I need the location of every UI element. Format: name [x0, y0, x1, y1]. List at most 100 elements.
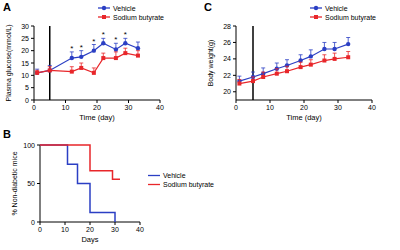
- x-tick: [65, 100, 66, 103]
- panel: 010203040051015202530Time (day)Plasma gl…: [3, 1, 164, 122]
- y-tick: [31, 87, 34, 88]
- y-tick-label: 22: [223, 72, 231, 79]
- marker: [92, 71, 96, 75]
- y-tick-label: 26: [223, 39, 231, 46]
- marker: [333, 57, 337, 61]
- series-line: [239, 44, 348, 81]
- y-tick: [31, 75, 34, 76]
- x-tick-label: 30: [334, 104, 342, 111]
- marker: [114, 56, 118, 60]
- y-tick-label: 24: [223, 55, 231, 62]
- legend-marker: [314, 6, 318, 10]
- legend-swatch: [148, 175, 160, 176]
- plot-area: [35, 26, 140, 100]
- x-tick: [372, 100, 373, 103]
- y-tick: [31, 100, 34, 101]
- plot-area: [237, 26, 350, 100]
- x-tick: [236, 100, 237, 103]
- y-tick-label: 50: [27, 180, 35, 187]
- marker: [123, 41, 127, 45]
- legend-marker: [102, 15, 106, 19]
- x-tick-label: 10: [61, 226, 69, 233]
- marker: [309, 63, 313, 67]
- y-axis-label: % Non-diabetic mice: [11, 151, 18, 215]
- x-axis-label: Days: [81, 235, 98, 244]
- annotation: *: [92, 37, 95, 46]
- x-tick-label: 20: [93, 104, 101, 111]
- marker: [261, 75, 265, 79]
- annotation: *: [102, 30, 105, 39]
- y-tick-label: 28: [223, 23, 231, 30]
- marker: [299, 65, 303, 69]
- y-axis: [236, 26, 237, 100]
- y-tick-label: 5: [25, 84, 29, 91]
- x-tick: [65, 222, 66, 225]
- x-axis-label: Time (day): [286, 113, 322, 122]
- marker: [48, 68, 52, 72]
- y-tick: [37, 183, 40, 184]
- legend: VehicleSodium butyrate: [148, 172, 214, 189]
- panel-label: C: [204, 1, 212, 13]
- y-tick-label: 30: [21, 23, 29, 30]
- marker: [101, 56, 105, 60]
- x-tick-label: 30: [111, 226, 119, 233]
- y-tick-label: 100: [23, 142, 35, 149]
- y-tick-label: 20: [21, 47, 29, 54]
- plot-area: [40, 145, 120, 222]
- y-tick-label: 20: [223, 88, 231, 95]
- legend-marker: [314, 15, 318, 19]
- reference-line: [49, 26, 51, 100]
- legend-label: Sodium butyrate: [113, 14, 164, 22]
- series-line: [37, 53, 138, 73]
- x-tick: [90, 222, 91, 225]
- x-tick-label: 20: [300, 104, 308, 111]
- y-tick: [31, 63, 34, 64]
- x-tick-label: 0: [234, 104, 238, 111]
- x-tick-label: 40: [156, 104, 164, 111]
- panel-label: A: [3, 1, 11, 13]
- y-tick: [31, 26, 34, 27]
- marker: [251, 79, 255, 83]
- x-tick: [115, 222, 116, 225]
- y-tick-label: 10: [21, 72, 29, 79]
- legend-label: Sodium butyrate: [325, 14, 376, 22]
- figure: 010203040051015202530Time (day)Plasma gl…: [0, 0, 400, 250]
- legend: VehicleSodium butyrate: [98, 5, 164, 22]
- x-tick: [97, 100, 98, 103]
- marker: [237, 82, 241, 86]
- y-tick-label: 0: [25, 97, 29, 104]
- marker: [309, 54, 313, 58]
- x-axis-label: Time (day): [79, 113, 115, 122]
- marker: [123, 51, 127, 55]
- marker: [322, 59, 326, 63]
- y-tick: [31, 38, 34, 39]
- legend-marker: [102, 6, 106, 10]
- panel-label: B: [3, 128, 11, 140]
- series-line: [40, 145, 120, 179]
- series-line: [37, 43, 138, 73]
- y-tick: [233, 26, 236, 27]
- y-tick-label: 0: [31, 219, 35, 226]
- x-tick-label: 40: [136, 226, 144, 233]
- reference-line: [252, 26, 254, 100]
- marker: [275, 72, 279, 76]
- legend-label: Sodium butyrate: [163, 181, 214, 189]
- marker: [79, 55, 83, 59]
- y-tick: [233, 75, 236, 76]
- annotation: *: [80, 43, 83, 52]
- x-tick: [160, 100, 161, 103]
- x-tick: [128, 100, 129, 103]
- x-tick-label: 10: [266, 104, 274, 111]
- y-axis-label: Plasma glucose(mmol/L): [5, 24, 13, 101]
- x-tick-label: 0: [32, 104, 36, 111]
- marker: [70, 70, 74, 74]
- marker: [322, 47, 326, 51]
- marker: [101, 41, 105, 45]
- marker: [346, 55, 350, 59]
- x-tick-label: 0: [38, 226, 42, 233]
- marker: [35, 71, 39, 75]
- annotation: *: [70, 44, 73, 53]
- x-tick: [140, 222, 141, 225]
- marker: [35, 71, 39, 75]
- series-line: [40, 145, 115, 222]
